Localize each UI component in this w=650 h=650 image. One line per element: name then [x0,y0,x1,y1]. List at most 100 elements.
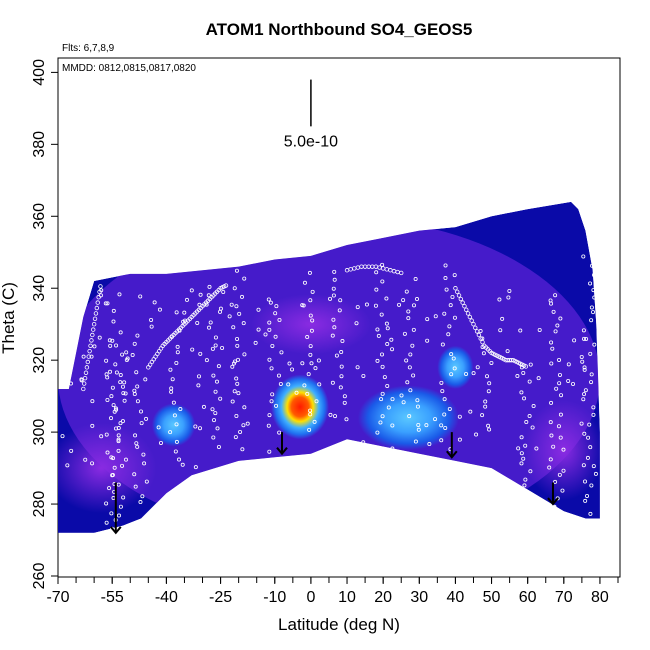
track-point [91,321,97,327]
profile-point [581,254,586,259]
profile-point [415,404,420,409]
scatter-point [99,434,104,439]
profile-point [557,381,562,386]
profile-point [170,377,175,382]
scatter-point [198,351,203,356]
profile-point [443,276,448,281]
scatter-point [457,414,462,419]
profile-point [380,414,385,419]
track-point [93,311,99,316]
profile-point [380,279,385,284]
x-tick-label: 70 [555,589,573,606]
profile-point [581,397,586,402]
profile-point [118,330,123,335]
profile-point [586,435,591,440]
profile-point [524,420,529,425]
scatter-point [69,448,74,453]
x-tick-label: 50 [483,589,501,606]
profile-point [118,380,123,385]
profile-point [560,488,565,493]
profile-point [213,343,218,348]
scatter-point [99,288,104,293]
scatter-point [125,356,130,361]
profile-point [555,323,560,328]
scatter-point [157,307,162,312]
profile-point [308,298,313,303]
chart-title: ATOM1 Northbound SO4_GEOS5 [206,20,473,39]
scatter-point [422,464,427,469]
scatter-point [474,432,479,437]
x-tick-label: -25 [209,589,232,606]
scatter-point [156,425,161,430]
profile-point [175,350,180,355]
profile-point [114,426,119,431]
profile-point [339,350,344,355]
profile-point [385,383,390,388]
profile-point [528,469,533,474]
track-point [94,305,100,311]
track-point [88,343,93,348]
track-point [478,336,483,341]
scatter-point [256,307,261,312]
scatter-point [117,292,122,297]
track-point [81,386,86,392]
profile-point [444,287,449,292]
scatter-point [331,464,336,469]
profile-point [480,336,485,341]
profile-point [520,493,525,498]
scatter-point [471,371,476,376]
track-point [460,300,465,305]
scatter-point [399,393,404,398]
profile-point [266,423,271,428]
scatter-point [468,409,473,414]
scatter-point [65,463,70,468]
profile-point [135,384,140,389]
scatter-point [582,367,587,372]
profile-point [114,343,119,348]
scatter-point [361,373,366,378]
scatter-point [118,373,123,378]
profile-point [178,407,183,412]
profile-point [344,417,349,422]
scatter-point [267,320,272,325]
profile-point [557,372,562,377]
y-axis: 260 280 300 320 340 360 380 400 [31,59,58,589]
scatter-point [317,382,322,387]
profile-point [144,416,149,421]
scatter-point [111,308,116,313]
profile-point [141,452,146,457]
scatter-point [390,423,395,428]
profile-point [386,405,391,410]
profile-point [332,277,337,282]
scatter-point [354,321,359,326]
scatter-point [328,296,333,301]
scatter-point [294,390,299,395]
track-point [523,364,529,369]
scatter-point [506,295,511,300]
profile-point [215,426,220,431]
scatter-point [89,354,94,359]
profile-point [374,287,379,292]
track-point [458,296,464,302]
profile-point [342,394,347,399]
x-tick-label: 60 [519,589,537,606]
profile-point [308,412,313,417]
sample-points [60,198,598,531]
arrow-head-2 [446,450,458,459]
profile-point [553,479,558,484]
profile-point [111,319,116,324]
profile-point [588,511,593,516]
profile-point [593,248,598,253]
profile-point [523,443,528,448]
scatter-point [196,383,201,388]
scatter-point [566,362,571,367]
profile-point [230,364,235,369]
profile-point [586,216,591,221]
profile-point [406,309,411,314]
profile-point [174,310,179,315]
profile-point [339,374,344,379]
scatter-point [579,421,584,426]
scatter-point [105,301,110,306]
y-tick-label: 400 [31,59,48,86]
